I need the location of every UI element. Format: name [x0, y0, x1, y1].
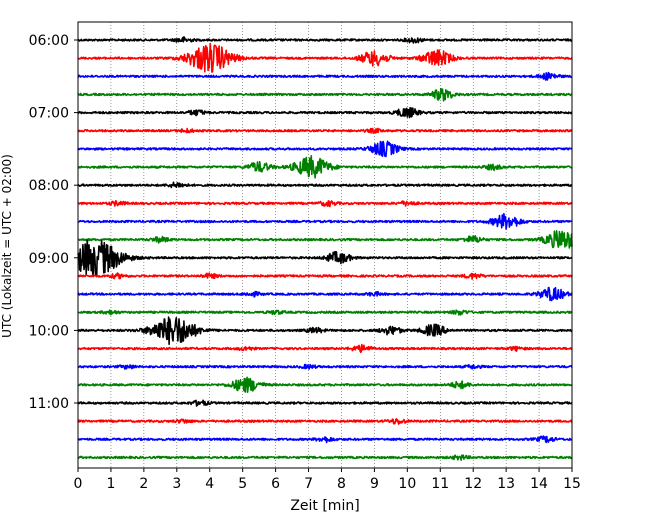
x-tick-label-4: 4 [205, 476, 214, 492]
x-tick-label-13: 13 [497, 476, 515, 492]
seismic-traces [77, 36, 573, 461]
trace-row-0815 [77, 200, 573, 208]
trace-row-1030 [77, 363, 573, 370]
trace-row-0845 [77, 230, 573, 249]
x-tick-label-6: 6 [271, 476, 280, 492]
y-axis-ticks: 06:00 07:00 08:00 09:00 10:00 11:00 [29, 33, 78, 412]
x-tick-label-10: 10 [398, 476, 416, 492]
x-tick-label-0: 0 [74, 476, 83, 492]
trace-row-1015 [77, 343, 573, 354]
x-tick-label-11: 11 [431, 476, 449, 492]
trace-row-0930 [77, 286, 573, 302]
plot-frame [77, 21, 573, 469]
trace-row-0800 [77, 181, 573, 189]
x-tick-label-9: 9 [370, 476, 379, 492]
trace-row-0700 [77, 106, 573, 119]
y-tick-label-3: 09:00 [29, 251, 69, 267]
trace-row-0600 [77, 36, 573, 44]
trace-row-1000 [77, 316, 573, 345]
y-tick-label-2: 08:00 [29, 178, 69, 194]
trace-row-0730 [77, 140, 573, 158]
trace-row-0630 [77, 71, 573, 81]
x-tick-label-15: 15 [563, 476, 581, 492]
x-tick-label-5: 5 [238, 476, 247, 492]
y-tick-label-5: 11:00 [29, 396, 69, 412]
trace-row-0915 [77, 272, 573, 280]
x-tick-label-12: 12 [464, 476, 482, 492]
x-axis-label: Zeit [min] [290, 498, 359, 514]
x-tick-label-3: 3 [172, 476, 181, 492]
vertical-gridlines [110, 22, 540, 468]
y-tick-label-0: 06:00 [29, 33, 69, 49]
x-tick-label-14: 14 [530, 476, 548, 492]
trace-row-0645 [77, 87, 573, 102]
trace-row-0945 [77, 309, 573, 316]
trace-row-1045 [77, 376, 573, 393]
trace-row-1115 [77, 418, 573, 425]
trace-row-0615 [77, 42, 573, 73]
trace-row-0830 [77, 212, 573, 230]
x-tick-label-7: 7 [304, 476, 313, 492]
x-tick-label-2: 2 [139, 476, 148, 492]
y-tick-label-4: 10:00 [29, 323, 69, 339]
trace-row-0900 [77, 239, 573, 277]
trace-row-0745 [77, 155, 573, 179]
trace-row-1100 [77, 399, 573, 407]
y-tick-label-1: 07:00 [29, 106, 69, 122]
trace-row-1130 [77, 435, 573, 444]
x-axis-ticks: 0 1 2 3 4 5 6 7 8 9 10 11 12 13 14 15 [74, 468, 581, 492]
x-tick-label-1: 1 [106, 476, 115, 492]
trace-row-0715 [77, 127, 573, 134]
trace-row-1145 [77, 454, 573, 461]
y-axis-label: UTC (Lokalzeit = UTC + 02:00) [0, 154, 14, 338]
x-tick-label-8: 8 [337, 476, 346, 492]
